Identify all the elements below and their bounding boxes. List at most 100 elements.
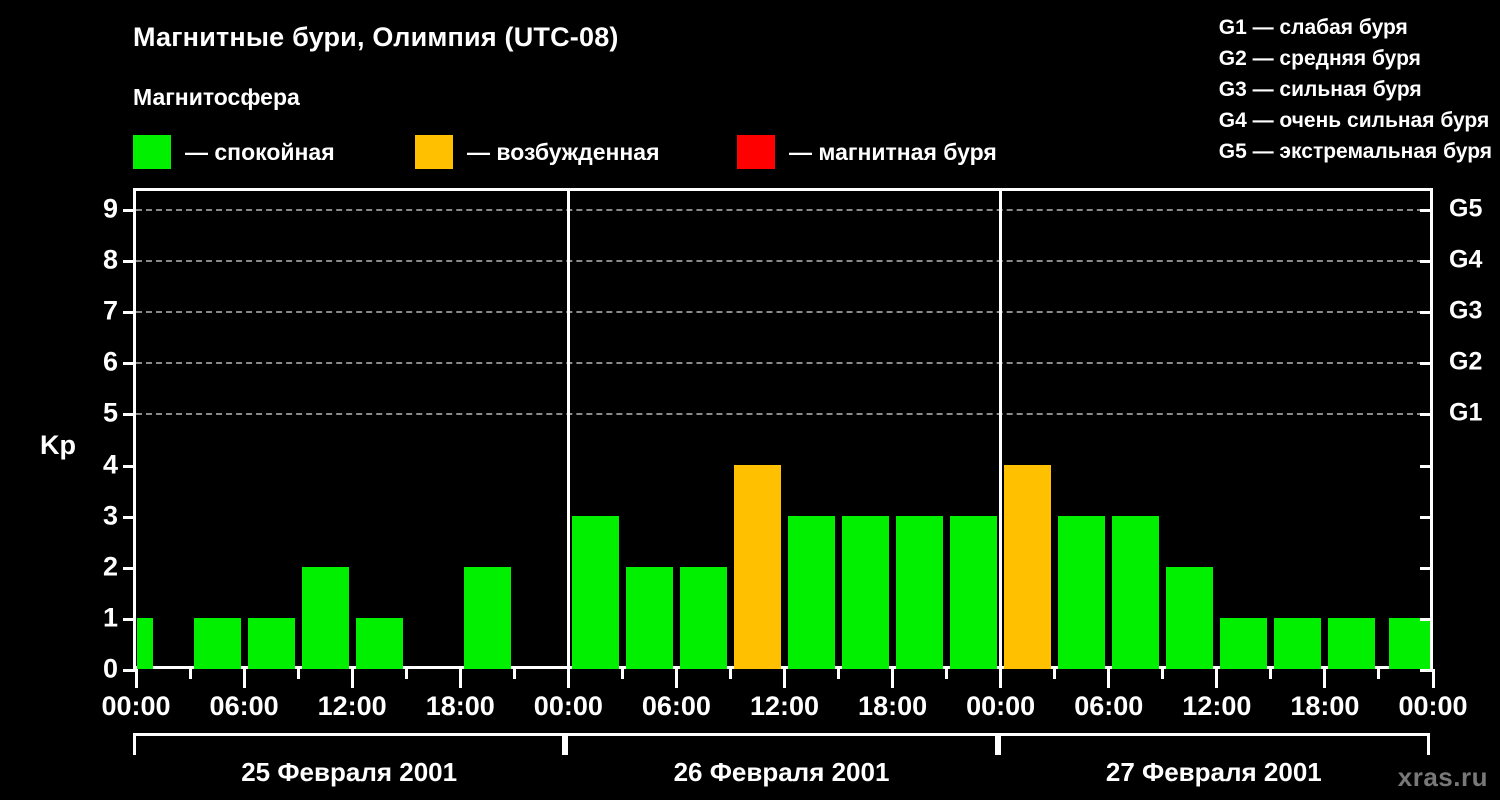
y-tick-0	[123, 669, 136, 672]
y-axis-label-3: 3	[102, 500, 118, 531]
x-axis-label: 06:00	[1074, 691, 1144, 721]
y-tick-right-2	[1420, 566, 1433, 570]
legend-item-label: — спокойная	[185, 138, 335, 165]
x-axis-label: 18:00	[425, 691, 495, 721]
kp-bar	[733, 464, 781, 669]
x-tick	[1431, 669, 1435, 688]
x-axis-label: 18:00	[1290, 691, 1360, 721]
date-label-1: 25 Февраля 2001	[241, 757, 458, 787]
y-tick-7	[123, 311, 136, 315]
x-tick	[1161, 669, 1165, 679]
x-tick	[999, 669, 1003, 688]
green-swatch	[133, 135, 171, 169]
x-tick	[945, 669, 949, 679]
y-axis-label-2: 2	[102, 551, 118, 582]
y-axis-label-7: 7	[102, 295, 118, 326]
kp-bar	[463, 566, 511, 669]
x-tick	[674, 669, 678, 688]
storm-scale-row-1: G1 — слабая буря	[1218, 16, 1408, 39]
legend-item-2: — магнитная буря	[737, 132, 997, 172]
kp-bar	[1004, 464, 1052, 669]
kp-bar	[625, 566, 673, 669]
y-axis-label-4: 4	[102, 449, 118, 480]
x-axis-label: 00:00	[966, 691, 1036, 721]
kp-bar	[1112, 515, 1160, 669]
magnetosphere-legend: — спокойная — возбужденная — магнитная бур…	[133, 132, 1033, 172]
chart-plot-frame	[133, 188, 1433, 669]
storm-scale-row-5: G5 — экстремальная буря	[1218, 140, 1492, 163]
red-swatch	[737, 135, 775, 169]
g-scale-label-G2: G2	[1449, 347, 1483, 376]
x-tick	[134, 669, 138, 688]
kp-bar	[679, 566, 727, 669]
kp-bar	[193, 617, 241, 669]
x-tick	[404, 669, 408, 679]
y-tick-9	[123, 209, 136, 212]
day-separator-1	[566, 191, 570, 669]
x-tick	[566, 669, 570, 688]
x-tick	[1215, 669, 1219, 688]
x-tick	[1053, 669, 1057, 679]
date-bracket-1	[133, 733, 566, 755]
legend-item-label: — возбужденная	[467, 138, 660, 165]
kp-bar	[1389, 617, 1431, 669]
x-axis-label: 12:00	[749, 691, 820, 721]
kp-bar	[137, 617, 153, 669]
y-tick-right-4	[1420, 464, 1433, 468]
orange-swatch	[415, 135, 453, 169]
g-scale-label-G1: G1	[1449, 398, 1483, 427]
gridline-kp-6	[136, 362, 1433, 365]
y-tick-8	[123, 260, 136, 264]
x-tick	[891, 669, 895, 688]
x-tick	[512, 669, 516, 679]
x-axis-label: 06:00	[209, 691, 279, 721]
y-axis-label-5: 5	[102, 397, 118, 428]
y-tick-right-9	[1420, 209, 1433, 212]
legend-item-0: — спокойная	[133, 132, 335, 172]
y-tick-right-7	[1420, 311, 1433, 315]
legend-item-1: — возбужденная	[415, 132, 660, 172]
day-separator-2	[999, 191, 1003, 669]
date-bracket-3	[997, 733, 1430, 755]
x-tick	[620, 669, 624, 679]
y-tick-right-8	[1420, 260, 1433, 264]
watermark: xras.ru	[1397, 762, 1488, 792]
gridline-kp-7	[136, 311, 1433, 314]
kp-bar	[1058, 515, 1106, 669]
kp-bar	[896, 515, 944, 669]
gridline-kp-5	[136, 413, 1433, 416]
kp-bar	[247, 617, 295, 669]
chart-plot-area	[123, 191, 1433, 672]
x-tick	[350, 669, 354, 688]
date-bracket-2	[565, 733, 998, 755]
y-tick-right-6	[1420, 362, 1433, 366]
date-label-2: 26 Февраля 2001	[673, 757, 890, 787]
date-label-3: 27 Февраля 2001	[1105, 757, 1322, 787]
x-tick	[728, 669, 732, 679]
y-tick-5	[123, 413, 136, 417]
y-axis-title: Kp	[40, 430, 76, 460]
kp-bar	[1328, 617, 1376, 669]
g-scale-label-G3: G3	[1449, 296, 1483, 325]
g-scale-label-G4: G4	[1449, 245, 1483, 274]
kp-bar	[1166, 566, 1214, 669]
y-tick-1	[123, 617, 136, 621]
kp-bar	[788, 515, 836, 669]
y-tick-2	[123, 566, 136, 570]
y-axis-label-6: 6	[102, 346, 118, 377]
y-tick-4	[123, 464, 136, 468]
storm-scale-row-4: G4 — очень сильная буря	[1218, 109, 1490, 132]
y-tick-right-0	[1420, 669, 1433, 672]
y-tick-right-1	[1420, 617, 1433, 621]
y-tick-3	[123, 515, 136, 519]
x-tick	[1323, 669, 1327, 688]
kp-bar	[950, 515, 998, 669]
storm-scale-legend: G1 — слабая буря G2 — средняя буря G3 — си…	[1219, 12, 1492, 167]
y-axis-label-9: 9	[102, 193, 118, 224]
kp-bar	[571, 515, 619, 669]
x-axis-label: 06:00	[641, 691, 711, 721]
magnetosphere-section-label: Магнитосфера	[133, 84, 300, 110]
kp-bar	[355, 617, 403, 669]
x-tick	[188, 669, 192, 679]
storm-scale-row-2: G2 — средняя буря	[1218, 47, 1421, 70]
